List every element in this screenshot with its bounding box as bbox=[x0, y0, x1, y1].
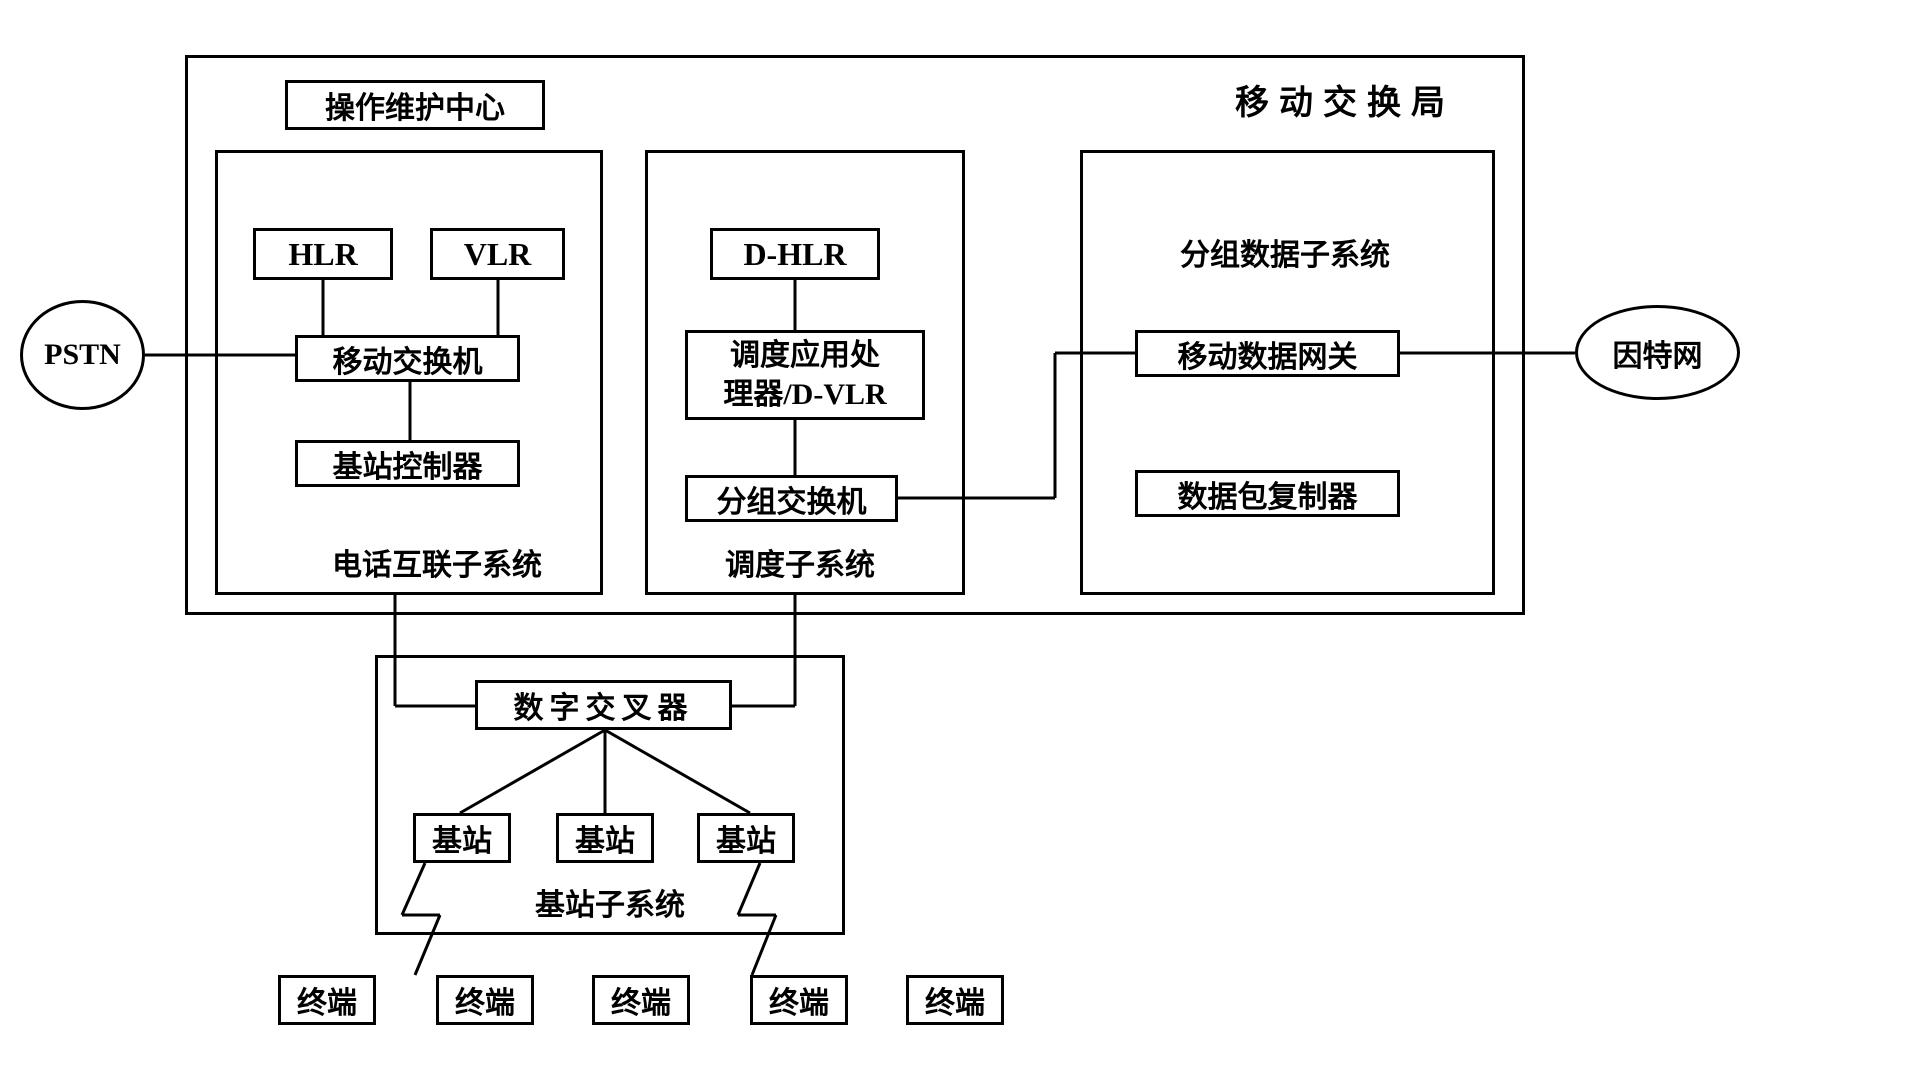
dispatch-subsystem-label: 调度子系统 bbox=[725, 540, 875, 584]
terminal-4-box: 终端 bbox=[750, 975, 848, 1025]
terminal-5-box: 终端 bbox=[906, 975, 1004, 1025]
packet-replicator-box: 数据包复制器 bbox=[1135, 470, 1400, 517]
mobile-data-gateway-box: 移动数据网关 bbox=[1135, 330, 1400, 377]
bsc-box: 基站控制器 bbox=[295, 440, 520, 487]
cross-connect-box: 数字交叉器 bbox=[475, 680, 732, 730]
terminal-1-box: 终端 bbox=[278, 975, 376, 1025]
vlr-box: VLR bbox=[430, 228, 565, 280]
dhlr-box: D-HLR bbox=[710, 228, 880, 280]
hlr-box: HLR bbox=[253, 228, 393, 280]
omc-box: 操作维护中心 bbox=[285, 80, 545, 130]
base-station-2-box: 基站 bbox=[556, 813, 654, 863]
base-station-subsystem-label: 基站子系统 bbox=[535, 880, 685, 924]
diagram-canvas: 移动交换局 操作维护中心 电话互联子系统 HLR VLR 移动交换机 基站控制器… bbox=[20, 20, 1929, 1056]
packet-data-subsystem-label: 分组数据子系统 bbox=[1180, 230, 1390, 274]
base-station-1-box: 基站 bbox=[413, 813, 511, 863]
mobile-switching-office-label: 移动交换局 bbox=[1235, 75, 1455, 124]
pstn-ellipse: PSTN bbox=[20, 300, 145, 410]
dap-box: 调度应用处 理器/D-VLR bbox=[685, 330, 925, 420]
base-station-3-box: 基站 bbox=[697, 813, 795, 863]
internet-ellipse: 因特网 bbox=[1575, 305, 1740, 400]
telephony-subsystem-label: 电话互联子系统 bbox=[332, 540, 542, 584]
packet-switch-box: 分组交换机 bbox=[685, 475, 898, 522]
terminal-3-box: 终端 bbox=[592, 975, 690, 1025]
terminal-2-box: 终端 bbox=[436, 975, 534, 1025]
mobile-switch-box: 移动交换机 bbox=[295, 335, 520, 382]
